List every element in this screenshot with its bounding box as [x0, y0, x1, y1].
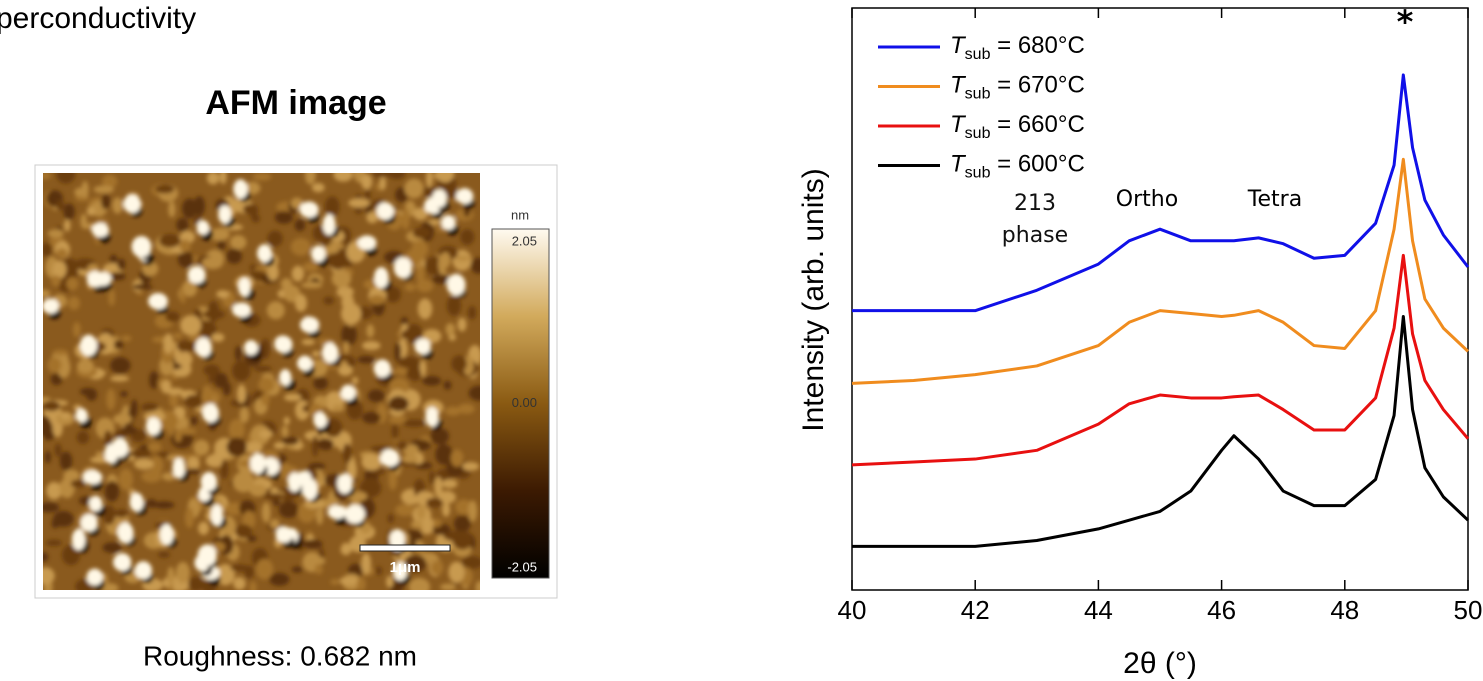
data-line [852, 73, 1470, 313]
x-tick-label: 44 [1084, 595, 1113, 625]
caption: Roughness: 0.682 nm [143, 640, 417, 671]
afm-texture [43, 173, 480, 590]
annotation: * [1397, 3, 1414, 41]
data-line [852, 314, 1470, 548]
header-title: perconductivity [0, 2, 196, 35]
afm-title: AFM image [205, 84, 386, 122]
colorbar-unit: nm [511, 207, 529, 222]
colorbar-tick-label: -2.05 [507, 559, 537, 574]
y-axis-title: Intensity (arb. units) [797, 168, 830, 431]
x-axis-title: 2θ (°) [1123, 647, 1197, 680]
colorbar-tick-label: 0.00 [512, 395, 537, 410]
x-tick-label: 42 [961, 595, 990, 625]
legend-label: Tsub = 660°C [950, 111, 1085, 142]
annotation: Tetra [1247, 187, 1302, 212]
x-tick-label: 40 [838, 595, 867, 625]
annotation: Ortho [1116, 187, 1178, 212]
legend-label: Tsub = 600°C [950, 151, 1085, 182]
scale-bar-label: 1μm [390, 559, 421, 576]
colorbar [491, 228, 550, 579]
scale-bar [359, 544, 451, 552]
legend-label: Tsub = 670°C [950, 72, 1085, 103]
annotation: 213 phase [1001, 191, 1069, 248]
x-tick-label: 46 [1207, 595, 1236, 625]
x-tick-label: 50 [1454, 595, 1483, 625]
data-line [851, 253, 1470, 467]
x-tick-label: 48 [1330, 595, 1359, 625]
plot-frame [851, 7, 1469, 591]
legend-label: Tsub = 680°C [950, 32, 1085, 63]
colorbar-tick-label: 2.05 [512, 233, 537, 248]
data-line [851, 157, 1470, 385]
